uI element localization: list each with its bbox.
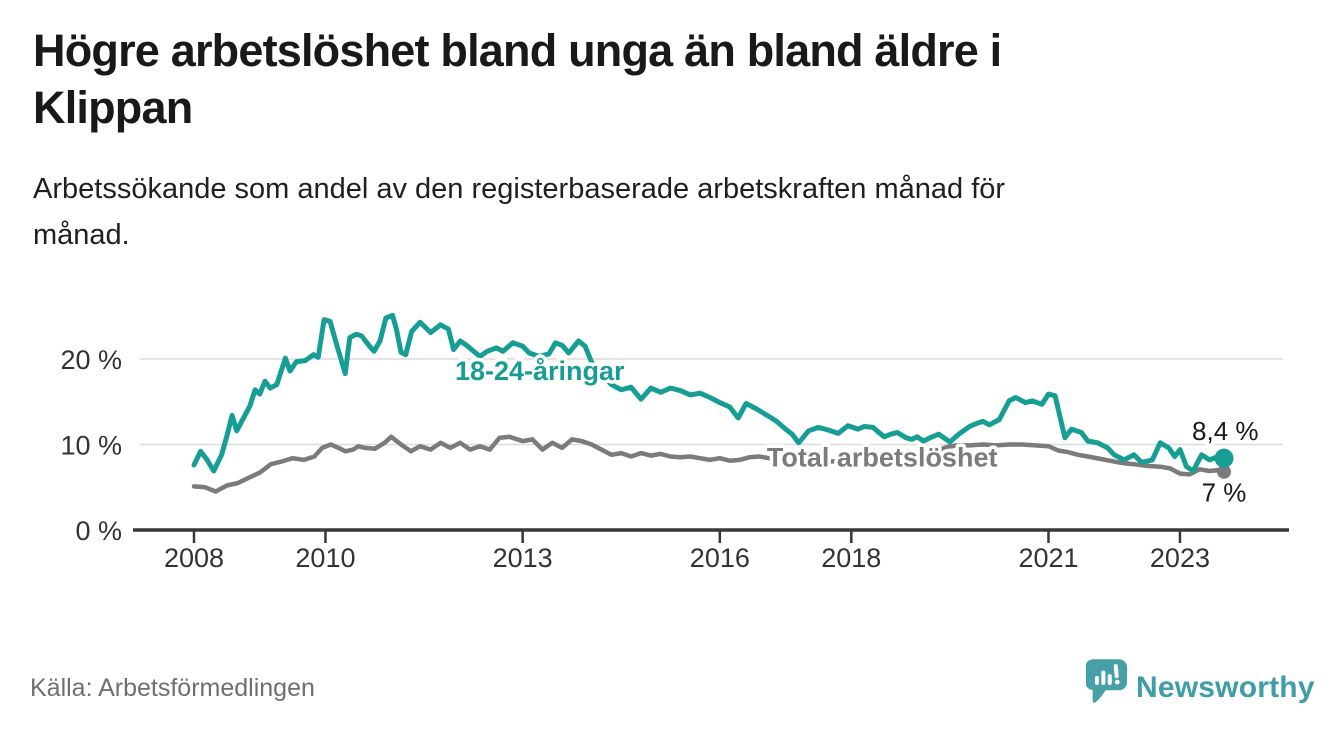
x-tick-label-2021: 2021: [1018, 543, 1078, 573]
chart-subtitle: Arbetssökande som andel av den registerb…: [33, 166, 1303, 258]
series-label-youth: 18-24-åringar: [455, 356, 625, 386]
x-axis: 2008 2010 2013 2016 2018 2021 2023: [133, 528, 1289, 573]
end-dot-18-24-ringar: [1214, 448, 1234, 468]
x-tick-label-2010: 2010: [295, 543, 355, 573]
subtitle-line-2: månad.: [33, 219, 130, 251]
newsworthy-logo-icon: [1085, 658, 1128, 713]
line-total-arbetsl-shet: [191, 434, 1227, 494]
source-attribution: Källa: Arbetsförmedlingen: [30, 674, 315, 702]
logo-exclamation-bar: [1113, 664, 1119, 679]
y-tick-label-0: 0 %: [75, 516, 122, 546]
x-tick-label-2013: 2013: [493, 543, 553, 573]
unemployment-line-chart: 0 % 10 % 20 % 2008 2010 2013 2016 2018 2021 2023…: [60, 312, 1289, 573]
logo-exclamation-dot: [1114, 679, 1120, 685]
title-line-2: Klippan: [33, 82, 193, 133]
logo-speech-bubble: [1085, 659, 1128, 703]
page-title: Högre arbetslöshet bland unga än bland ä…: [33, 22, 1303, 136]
chart-labels: 18-24-åringar Total arbetslöshet 8,4 % 7 %: [451, 352, 1262, 510]
newsworthy-wordmark: Newsworthy: [1136, 671, 1315, 704]
line-18-24-ringar: [191, 312, 1227, 474]
end-value-label-youth: 8,4 %: [1192, 416, 1259, 446]
title-line-1: Högre arbetslöshet bland unga än bland ä…: [33, 25, 1002, 76]
gridlines: 0 % 10 % 20 %: [60, 345, 1283, 546]
y-tick-label-20: 20 %: [60, 345, 122, 375]
x-tick-label-2023: 2023: [1150, 543, 1210, 573]
x-tick-label-2008: 2008: [164, 543, 224, 573]
y-tick-label-10: 10 %: [60, 431, 122, 461]
subtitle-line-1: Arbetssökande som andel av den registerb…: [33, 173, 1006, 205]
series-lines: [191, 312, 1234, 494]
series-label-total: Total arbetslöshet: [767, 442, 998, 472]
x-tick-label-2016: 2016: [690, 543, 750, 573]
x-tick-label-2018: 2018: [821, 543, 881, 573]
end-dot-total-arbetsl-shet: [1216, 464, 1231, 479]
end-value-label-total: 7 %: [1202, 477, 1247, 507]
